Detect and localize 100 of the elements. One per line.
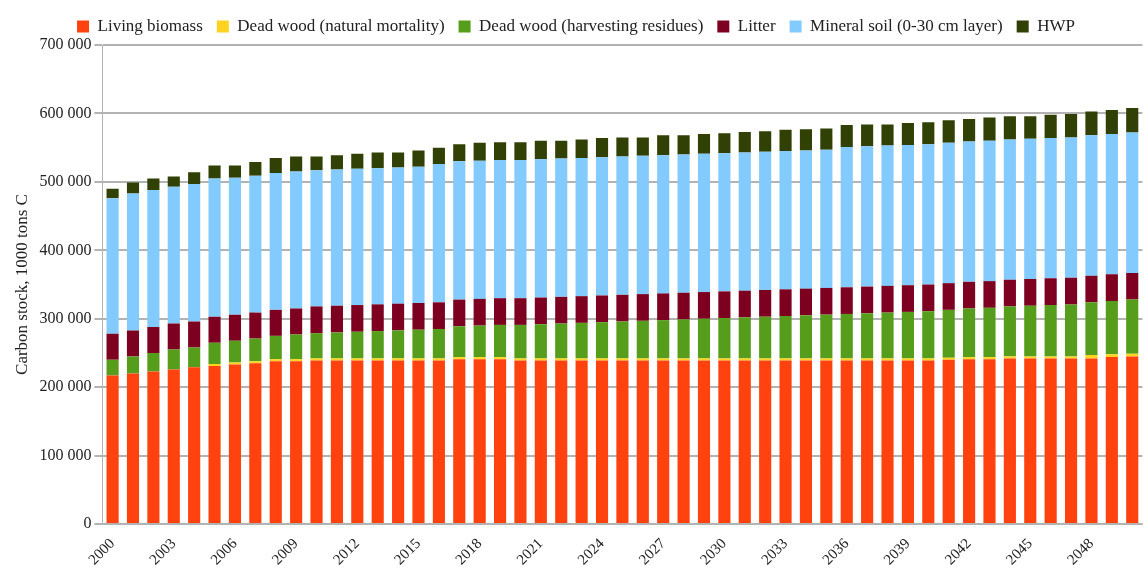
- legend-label: Dead wood (harvesting residues): [479, 15, 704, 35]
- bar: [310, 333, 323, 359]
- bar: [861, 124, 874, 147]
- bar: [718, 133, 731, 154]
- bar: [147, 178, 160, 191]
- bar: [1126, 299, 1139, 354]
- bar: [1126, 132, 1139, 273]
- bar: [820, 314, 833, 359]
- bar: [228, 364, 242, 524]
- y-tick-label: 100 000: [39, 445, 92, 463]
- bar: [392, 152, 405, 168]
- bar: [697, 318, 711, 359]
- bar: [330, 155, 343, 170]
- bar: [840, 146, 853, 288]
- bar: [1064, 114, 1078, 138]
- bar: [555, 296, 568, 324]
- bar: [392, 360, 405, 524]
- bar: [310, 156, 323, 171]
- bar: [453, 357, 466, 360]
- bar: [901, 360, 914, 524]
- bar: [820, 287, 833, 315]
- bar: [453, 161, 466, 300]
- bar: [228, 314, 242, 341]
- bar: [1024, 356, 1037, 359]
- bar: [351, 305, 364, 332]
- bar: [759, 131, 772, 152]
- bar: [534, 360, 547, 524]
- bar: [188, 172, 201, 184]
- bar: [1024, 138, 1037, 280]
- bar: [126, 182, 140, 194]
- bar: [1085, 135, 1098, 276]
- bar: [1064, 304, 1078, 357]
- bar: [432, 147, 445, 165]
- bar: [208, 342, 221, 364]
- bar: [983, 359, 996, 524]
- bar: [595, 322, 609, 359]
- bar: [1064, 356, 1078, 359]
- bar: [677, 360, 690, 524]
- bar: [514, 324, 527, 359]
- bar: [228, 165, 242, 178]
- bar: [759, 360, 772, 524]
- bar: [657, 155, 670, 294]
- bar: [963, 359, 976, 524]
- bar: [616, 358, 629, 361]
- bar: [330, 169, 343, 306]
- legend-label: Mineral soil (0-30 cm layer): [810, 15, 1003, 35]
- bar: [942, 142, 955, 284]
- bar: [106, 198, 119, 334]
- bar: [1003, 306, 1016, 357]
- y-tick-label: 300 000: [39, 308, 92, 326]
- bar: [677, 358, 690, 361]
- bar: [840, 125, 853, 147]
- bar: [412, 303, 425, 330]
- bar: [147, 352, 160, 372]
- bar: [555, 323, 568, 359]
- bar: [575, 139, 588, 158]
- bar: [412, 329, 425, 359]
- y-tick-label: 200 000: [39, 377, 92, 395]
- bar: [922, 284, 935, 312]
- bar: [1064, 277, 1078, 305]
- bar: [1044, 114, 1057, 139]
- bar: [901, 123, 914, 145]
- bar: [963, 141, 976, 282]
- bar: [861, 360, 874, 524]
- bar: [922, 358, 935, 361]
- bar: [983, 307, 996, 358]
- bar: [759, 151, 772, 290]
- bar: [392, 358, 405, 361]
- bar: [534, 358, 547, 361]
- bar: [738, 290, 751, 318]
- bar: [249, 363, 262, 524]
- bar: [1064, 137, 1078, 278]
- bar: [636, 294, 649, 321]
- bar: [616, 321, 629, 359]
- bar: [167, 176, 180, 187]
- bar: [432, 358, 445, 361]
- bar: [290, 334, 303, 360]
- bar: [188, 321, 201, 348]
- bar: [106, 333, 119, 360]
- bar: [595, 360, 609, 524]
- bar: [126, 356, 140, 374]
- bar: [126, 330, 140, 357]
- bar: [351, 358, 364, 361]
- bar: [228, 340, 242, 363]
- bar: [616, 360, 629, 524]
- bar: [738, 358, 751, 361]
- bar: [1085, 111, 1098, 136]
- bar: [493, 359, 507, 524]
- bar: [534, 140, 547, 160]
- bar: [738, 360, 751, 524]
- bar: [922, 311, 935, 359]
- bar: [840, 287, 853, 314]
- bar: [1085, 358, 1098, 524]
- bar: [1105, 110, 1118, 134]
- bar: [269, 172, 282, 310]
- bar: [636, 137, 649, 156]
- bar: [677, 292, 690, 320]
- bar: [779, 151, 792, 290]
- bar: [595, 295, 609, 323]
- bar: [861, 286, 874, 314]
